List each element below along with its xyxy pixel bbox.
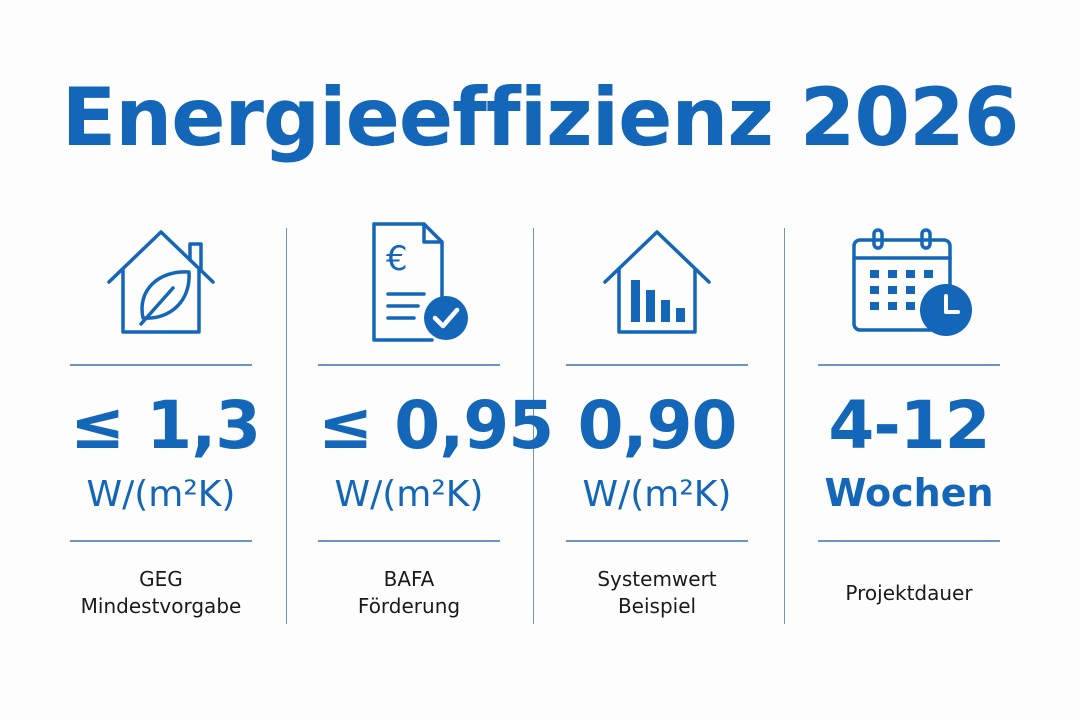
divider-rule [318, 540, 500, 542]
stat-unit: W/(m²K) [582, 474, 732, 515]
stat-label-line: Projektdauer [845, 581, 973, 605]
euro-document-check-icon: € [318, 220, 500, 350]
stat-value: 0,90 [577, 387, 738, 464]
divider-rule [566, 364, 748, 366]
stat-label-line: BAFA [383, 567, 435, 591]
divider-rule [70, 364, 252, 366]
stat-label-line: GEG [139, 567, 183, 591]
divider-rule [566, 540, 748, 542]
house-leaf-icon [70, 220, 252, 350]
stat-label-line: Systemwert [597, 567, 717, 591]
stat-label-line: Mindestvorgabe [80, 594, 242, 618]
divider-rule [818, 540, 1000, 542]
divider-rule [70, 540, 252, 542]
stat-label: Projektdauer [818, 580, 1000, 607]
stat-column-systemwert: 0,90 W/(m²K) Systemwert Beispiel [566, 220, 786, 620]
house-bar-chart-icon [566, 220, 748, 350]
stat-unit: W/(m²K) [334, 474, 484, 515]
stat-label: GEG Mindestvorgabe [70, 566, 252, 620]
stat-label-line: Förderung [357, 594, 461, 618]
divider-rule [318, 364, 500, 366]
svg-text:€: € [386, 239, 408, 279]
stat-label-line: Beispiel [617, 594, 697, 618]
column-divider [533, 228, 534, 624]
stat-column-bafa: € ≤ 0,95 W/(m²K) BAFA Förderung [318, 220, 554, 620]
stat-value: ≤ 1,3 [70, 387, 261, 464]
column-divider [784, 228, 785, 624]
stat-column-geg: ≤ 1,3 W/(m²K) GEG Mindestvorgabe [70, 220, 290, 620]
stat-unit: Wochen [824, 471, 994, 515]
stat-label: BAFA Förderung [318, 566, 500, 620]
stat-value: ≤ 0,95 [318, 387, 554, 464]
page-title: Energieeffizienz 2026 [61, 71, 1020, 164]
stat-label: Systemwert Beispiel [566, 566, 748, 620]
divider-rule [818, 364, 1000, 366]
stat-value: 4-12 [828, 387, 990, 464]
calendar-clock-icon [818, 220, 1000, 350]
column-divider [286, 228, 287, 624]
stat-unit: W/(m²K) [86, 474, 236, 515]
stat-column-projektdauer: 4-12 Wochen Projektdauer [818, 220, 1038, 620]
